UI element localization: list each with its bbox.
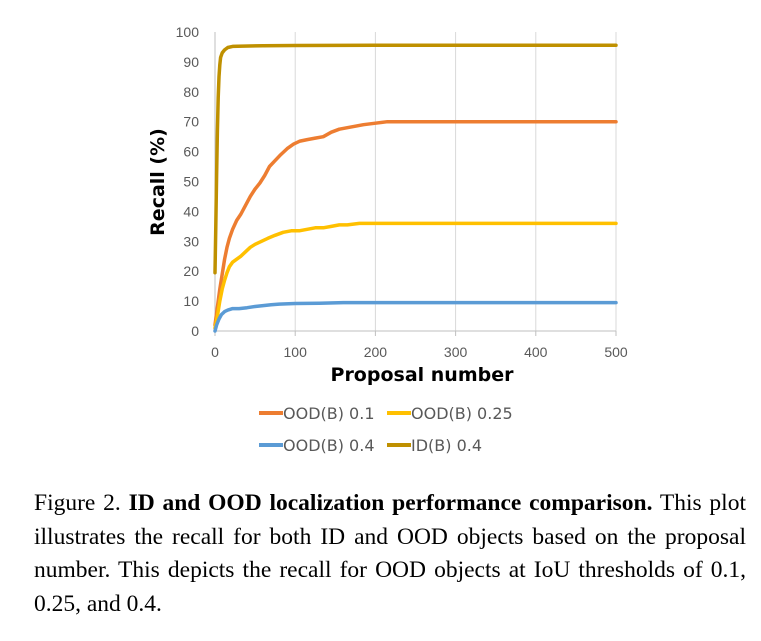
y-tick-label: 20 xyxy=(183,263,199,279)
legend-label: OOD(B) 0.25 xyxy=(411,404,513,423)
y-tick-label: 60 xyxy=(183,144,199,160)
legend-item: ID(B) 0.4 xyxy=(387,436,482,455)
legend-label: OOD(B) 0.1 xyxy=(283,404,375,423)
gridlines xyxy=(294,32,617,331)
axes: 0 100 200 300 400 500 0 10 20 30 40 50 60 70 80 90 100 xyxy=(176,24,628,360)
legend-item: OOD(B) 0.4 xyxy=(259,436,375,455)
y-tick-label: 90 xyxy=(183,54,199,70)
x-tick-label: 100 xyxy=(284,344,308,360)
y-tick-label: 80 xyxy=(183,84,199,100)
y-tick-label: 100 xyxy=(176,24,200,40)
x-tick-label: 500 xyxy=(604,344,628,360)
y-tick-label: 70 xyxy=(183,114,199,130)
series-line-2 xyxy=(213,300,618,333)
y-axis-label: Recall (%) xyxy=(147,128,169,236)
x-axis-label: Proposal number xyxy=(331,364,515,386)
x-tick-label: 200 xyxy=(364,344,388,360)
series-line-1 xyxy=(213,221,618,330)
legend-label: ID(B) 0.4 xyxy=(411,436,482,455)
x-tick-label: 300 xyxy=(444,344,468,360)
y-tick-label: 50 xyxy=(183,174,199,190)
series-line-3 xyxy=(213,43,618,275)
caption-body: This plot illustrates the recall for bot… xyxy=(34,490,746,617)
caption-title: ID and OOD localization performance comp… xyxy=(128,490,653,516)
y-tick-label: 40 xyxy=(183,203,199,219)
y-tick-label: 10 xyxy=(183,293,199,309)
y-tick-label: 0 xyxy=(191,323,199,339)
legend-item: OOD(B) 0.1 xyxy=(259,404,375,423)
x-tick-label: 0 xyxy=(211,344,219,360)
legend-label: OOD(B) 0.4 xyxy=(283,436,375,455)
x-tick-label: 400 xyxy=(524,344,548,360)
y-tick-label: 30 xyxy=(183,233,199,249)
legend: OOD(B) 0.1 OOD(B) 0.25 OOD(B) 0.4 ID(B) 0.4 xyxy=(259,404,513,455)
series-line-0 xyxy=(213,119,618,327)
series-lines xyxy=(213,43,618,333)
legend-item: OOD(B) 0.25 xyxy=(387,404,513,423)
caption-prefix: Figure 2. xyxy=(34,490,129,516)
figure-caption: Figure 2. ID and OOD localization perfor… xyxy=(34,487,746,621)
recall-chart: 0 100 200 300 400 500 0 10 20 30 40 50 60 70 80 90 100 R… xyxy=(147,24,628,455)
